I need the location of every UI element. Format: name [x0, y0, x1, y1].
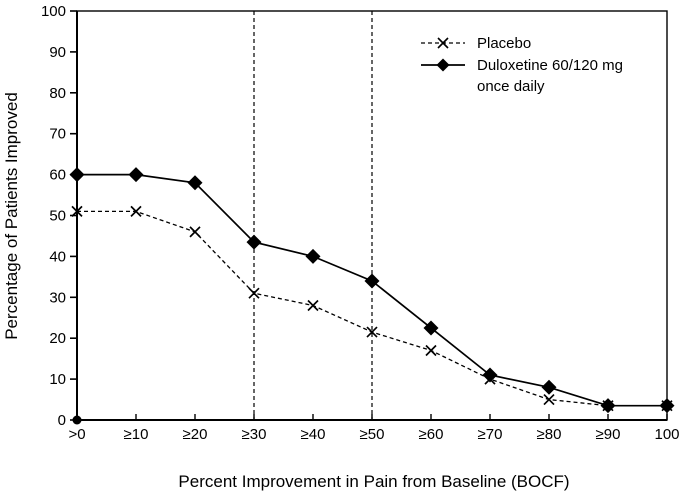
- y-tick-label: 20: [49, 330, 66, 347]
- x-tick-label: ≥40: [301, 426, 326, 443]
- x-tick-label: ≥50: [360, 426, 385, 443]
- x-tick-label: ≥80: [537, 426, 562, 443]
- diamond-marker: [246, 234, 262, 250]
- legend-item-duloxetine: Duloxetine 60/120 mg once daily: [420, 55, 647, 97]
- y-tick-label: 0: [58, 412, 66, 429]
- y-tick-label: 60: [49, 167, 66, 184]
- x-tick-label: 100: [654, 426, 679, 443]
- y-tick-label: 50: [49, 208, 66, 225]
- x-marker: [71, 205, 83, 218]
- diamond-marker: [305, 248, 321, 264]
- y-tick-label: 90: [49, 44, 66, 61]
- duloxetine-solid-diamond-line-icon: [421, 58, 465, 72]
- y-axis-title: Percentage of Patients Improved: [2, 92, 21, 340]
- x-marker: [425, 344, 437, 357]
- x-tick-label: ≥10: [124, 426, 149, 443]
- x-marker: [189, 226, 201, 238]
- x-marker: [130, 205, 142, 218]
- x-tick-label: ≥30: [242, 426, 267, 443]
- y-tick-label: 10: [49, 371, 66, 388]
- diamond-marker: [69, 167, 85, 183]
- legend: Placebo Duloxetine 60/120 mg once daily: [420, 33, 647, 97]
- x-tick-label: >0: [68, 426, 85, 443]
- x-marker: [307, 299, 319, 312]
- origin-dot: [72, 415, 82, 425]
- plot-area: 0 10 20 30 40 50 60 70 80 90 100 >0 ≥10 ≥20 ≥30 ≥40 ≥50 ≥…: [41, 3, 680, 443]
- legend-label-duloxetine: Duloxetine 60/120 mg once daily: [477, 57, 623, 95]
- placebo-dashed-x-line-icon: [421, 37, 465, 49]
- diamond-marker: [364, 273, 380, 289]
- x-marker: [248, 287, 260, 299]
- y-tick-label: 40: [49, 248, 66, 265]
- x-tick-label: ≥90: [596, 426, 621, 443]
- x-marker: [543, 393, 555, 406]
- y-tick-label: 70: [49, 126, 66, 143]
- x-marker: [366, 326, 378, 338]
- diamond-marker: [128, 167, 144, 183]
- diamond-marker: [600, 398, 616, 414]
- x-tick-label: ≥60: [419, 426, 444, 443]
- diamond-marker: [423, 320, 439, 336]
- diamond-marker: [482, 367, 498, 383]
- diamond-marker: [541, 379, 557, 395]
- legend-label-placebo: Placebo: [477, 35, 532, 52]
- y-tick-label: 30: [49, 289, 66, 306]
- diamond-marker: [187, 175, 203, 191]
- y-tick-label: 100: [41, 3, 66, 20]
- x-axis-title: Percent Improvement in Pain from Baselin…: [178, 472, 569, 491]
- x-tick-label: ≥20: [183, 426, 208, 443]
- diamond-marker: [659, 398, 675, 414]
- x-tick-label: ≥70: [478, 426, 503, 443]
- y-tick-label: 80: [49, 85, 66, 102]
- legend-item-placebo: Placebo: [420, 33, 647, 54]
